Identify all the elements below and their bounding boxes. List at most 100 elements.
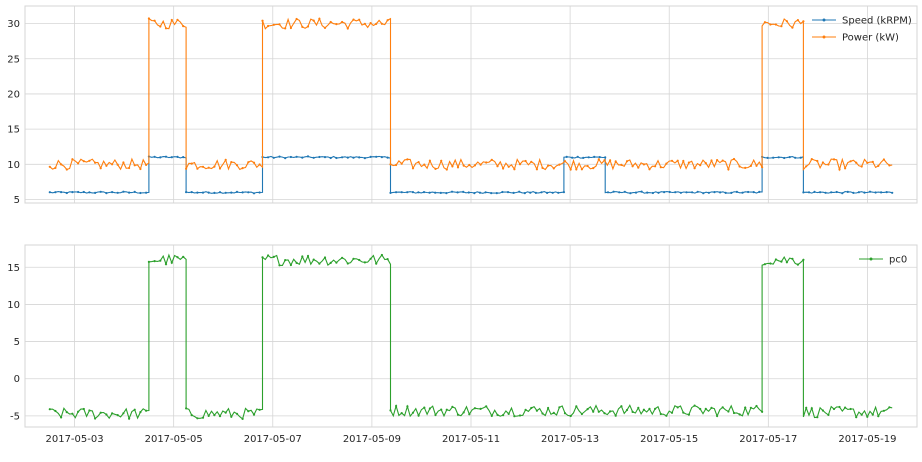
data-point xyxy=(312,19,315,22)
data-point xyxy=(774,258,778,261)
data-point xyxy=(247,191,250,194)
data-point xyxy=(558,406,561,409)
data-point xyxy=(783,156,786,160)
data-point xyxy=(258,408,261,411)
data-point xyxy=(513,415,516,418)
data-point xyxy=(563,412,567,415)
data-point xyxy=(386,258,389,261)
data-point xyxy=(145,191,148,194)
data-point xyxy=(565,155,568,158)
legend: Speed (kRPM) Power (kW) xyxy=(812,16,912,44)
data-point xyxy=(838,405,841,409)
data-point xyxy=(769,23,772,26)
data-point xyxy=(687,413,691,416)
data-point xyxy=(744,406,747,409)
data-point xyxy=(637,166,640,169)
data-point xyxy=(727,410,730,413)
data-point xyxy=(744,166,747,169)
data-point xyxy=(473,192,476,195)
data-point xyxy=(888,406,891,409)
x-tick-label: 2017-05-07 xyxy=(244,434,302,445)
data-point xyxy=(116,414,119,417)
data-point xyxy=(48,165,51,168)
data-point xyxy=(866,415,869,418)
data-point xyxy=(258,191,261,194)
data-point xyxy=(625,408,629,412)
data-point xyxy=(704,407,707,410)
data-point xyxy=(877,164,880,167)
data-point xyxy=(213,165,216,168)
data-point xyxy=(541,412,544,415)
data-point xyxy=(289,155,292,159)
data-point xyxy=(301,255,304,258)
data-point xyxy=(224,191,227,194)
data-point xyxy=(462,411,465,414)
data-point xyxy=(318,262,321,265)
data-point xyxy=(422,191,426,194)
data-point xyxy=(571,156,574,159)
data-point xyxy=(395,404,398,408)
data-point xyxy=(88,159,91,162)
data-point xyxy=(224,158,227,161)
data-point xyxy=(513,168,516,171)
data-point xyxy=(278,155,281,158)
data-point xyxy=(730,191,733,194)
legend-marker xyxy=(822,18,826,22)
data-point xyxy=(111,163,114,166)
data-point xyxy=(369,155,372,158)
data-point xyxy=(830,191,833,194)
data-point xyxy=(479,163,482,166)
y-tick-label: 10 xyxy=(7,160,20,171)
data-point xyxy=(558,163,561,166)
data-point xyxy=(586,408,589,411)
data-point xyxy=(389,163,392,166)
data-point xyxy=(752,191,755,194)
data-point xyxy=(788,156,791,159)
data-point xyxy=(473,407,476,410)
series-power-kw xyxy=(48,17,893,172)
data-point xyxy=(580,412,584,416)
data-point xyxy=(456,191,459,194)
data-point xyxy=(625,160,629,163)
data-point xyxy=(592,410,595,413)
data-point xyxy=(866,161,869,164)
data-point xyxy=(60,163,63,166)
data-point xyxy=(593,155,596,158)
data-point xyxy=(496,165,499,168)
data-point xyxy=(128,166,131,170)
data-point xyxy=(445,192,448,195)
data-point xyxy=(769,262,772,265)
data-point xyxy=(551,191,554,194)
data-point xyxy=(563,160,567,163)
data-point xyxy=(598,156,601,159)
y-tick-label: 5 xyxy=(14,337,20,348)
data-point xyxy=(665,162,668,165)
data-point xyxy=(230,161,233,164)
data-point xyxy=(306,25,310,28)
data-point xyxy=(170,156,173,159)
data-point xyxy=(369,257,372,260)
data-point xyxy=(60,416,63,419)
data-point xyxy=(827,163,830,166)
data-point xyxy=(196,191,199,194)
data-point xyxy=(284,157,287,160)
data-point xyxy=(810,407,813,410)
data-point xyxy=(445,168,448,171)
data-point xyxy=(732,411,736,415)
data-point xyxy=(82,407,85,411)
data-point xyxy=(724,191,727,194)
data-point xyxy=(654,165,657,168)
data-point xyxy=(796,19,800,22)
data-point xyxy=(341,156,344,159)
data-point xyxy=(278,23,281,26)
data-point xyxy=(523,192,526,195)
data-point xyxy=(335,156,338,160)
data-point xyxy=(122,412,125,415)
data-point xyxy=(386,19,389,22)
data-point xyxy=(682,411,685,414)
data-point xyxy=(679,191,683,194)
data-point xyxy=(575,405,578,408)
data-point xyxy=(841,192,844,195)
data-point xyxy=(490,158,493,161)
data-point xyxy=(849,160,852,163)
